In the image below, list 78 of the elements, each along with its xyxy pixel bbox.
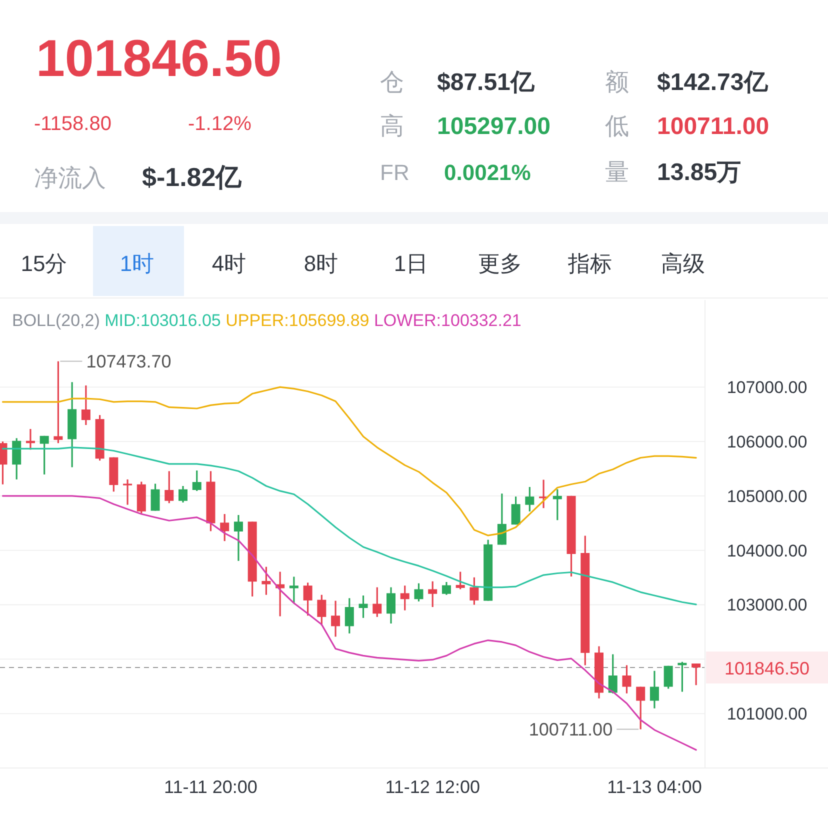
candlestick (442, 581, 451, 596)
annotation: 100711.00 (528, 719, 613, 740)
candlestick (456, 570, 465, 590)
text: 8时 (304, 251, 338, 276)
text: 105297.00 (437, 113, 550, 140)
candlestick (692, 662, 701, 686)
text: LOWER:100332.21 (374, 311, 522, 330)
candlestick (123, 478, 132, 506)
text: $87.51亿 (437, 69, 536, 96)
candlestick (497, 492, 506, 546)
candlestick (150, 482, 160, 512)
text: $-1.82亿 (142, 162, 243, 192)
y-tick-label: 104000.00 (726, 541, 808, 560)
candlestick (428, 580, 438, 608)
y-tick-label: 103000.00 (726, 596, 808, 615)
candlestick (650, 670, 659, 710)
text: 低 (605, 113, 629, 140)
x-tick-label: 11-11 20:00 (164, 777, 258, 797)
candlestick (636, 686, 646, 730)
candlestick (54, 360, 63, 444)
y-tick-label: 106000.00 (726, 432, 808, 452)
candlestick (303, 582, 312, 616)
candlestick (262, 566, 271, 596)
text: -1.12% (188, 113, 252, 135)
candlestick (511, 496, 520, 526)
candlestick (552, 488, 562, 521)
candlestick (344, 597, 354, 634)
x-tick-label: 11-12 12:00 (385, 777, 480, 797)
text: 量 (605, 159, 629, 186)
text: 15分 (20, 251, 68, 276)
candlestick (12, 437, 22, 480)
text: 净流入 (34, 165, 106, 192)
candlestick (317, 594, 326, 626)
text: MID:103016.05 (104, 311, 226, 330)
candlestick (525, 486, 534, 512)
x-tick-label: 11-13 04:00 (607, 777, 702, 797)
text: 额 (605, 69, 629, 96)
candlestick (164, 470, 174, 504)
y-tick-label: 101000.00 (726, 704, 808, 724)
candlestick (622, 664, 632, 694)
text: 1时 (120, 251, 154, 276)
text: UPPER:105699.89 (226, 311, 374, 330)
candlestick (192, 470, 202, 492)
candlestick (178, 485, 188, 504)
candlestick (608, 653, 618, 694)
candlestick (664, 665, 673, 690)
text: $142.73亿 (657, 69, 769, 96)
text: 0.0021% (444, 160, 531, 185)
y-tick-label: 105000.00 (726, 486, 808, 506)
text: 高级 (661, 251, 705, 276)
text: 1日 (394, 251, 428, 276)
line-series (2, 495, 697, 751)
annotation: 107473.70 (86, 351, 172, 372)
candlestick (470, 576, 479, 606)
text: FR (380, 160, 410, 185)
candlestick (331, 600, 340, 638)
candlestick (386, 586, 396, 624)
candlestick (220, 513, 230, 542)
candlestick (414, 582, 424, 602)
text: 指标 (567, 251, 612, 276)
candlestick (400, 584, 410, 612)
candlestick (358, 594, 368, 619)
candlestick (289, 576, 298, 604)
candlestick (234, 514, 243, 562)
text: 仓 (380, 69, 404, 96)
text: 13.85万 (657, 159, 742, 186)
y-tick-label: 107000.00 (726, 378, 808, 398)
text: 4时 (212, 251, 246, 276)
text: -1158.80 (34, 113, 112, 135)
ref-line-label: 101846.50 (724, 658, 810, 679)
candlestick (40, 435, 49, 476)
chart-title: 101846.50 (36, 30, 282, 88)
text: 100711.00 (657, 113, 770, 140)
text: 高 (380, 113, 404, 140)
candlestick (81, 384, 90, 426)
text: 更多 (478, 251, 522, 276)
candlestick (372, 586, 382, 618)
legend-title: BOLL(20,2) (12, 311, 105, 330)
